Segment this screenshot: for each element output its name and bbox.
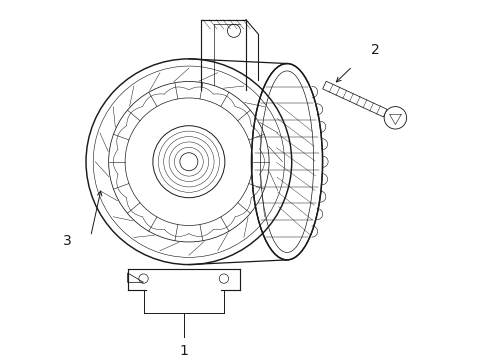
Ellipse shape [251, 64, 322, 260]
Polygon shape [322, 81, 386, 117]
Text: 2: 2 [371, 42, 380, 57]
Text: 3: 3 [63, 234, 72, 248]
Circle shape [180, 153, 198, 171]
Circle shape [384, 107, 406, 129]
Text: 1: 1 [179, 344, 188, 358]
